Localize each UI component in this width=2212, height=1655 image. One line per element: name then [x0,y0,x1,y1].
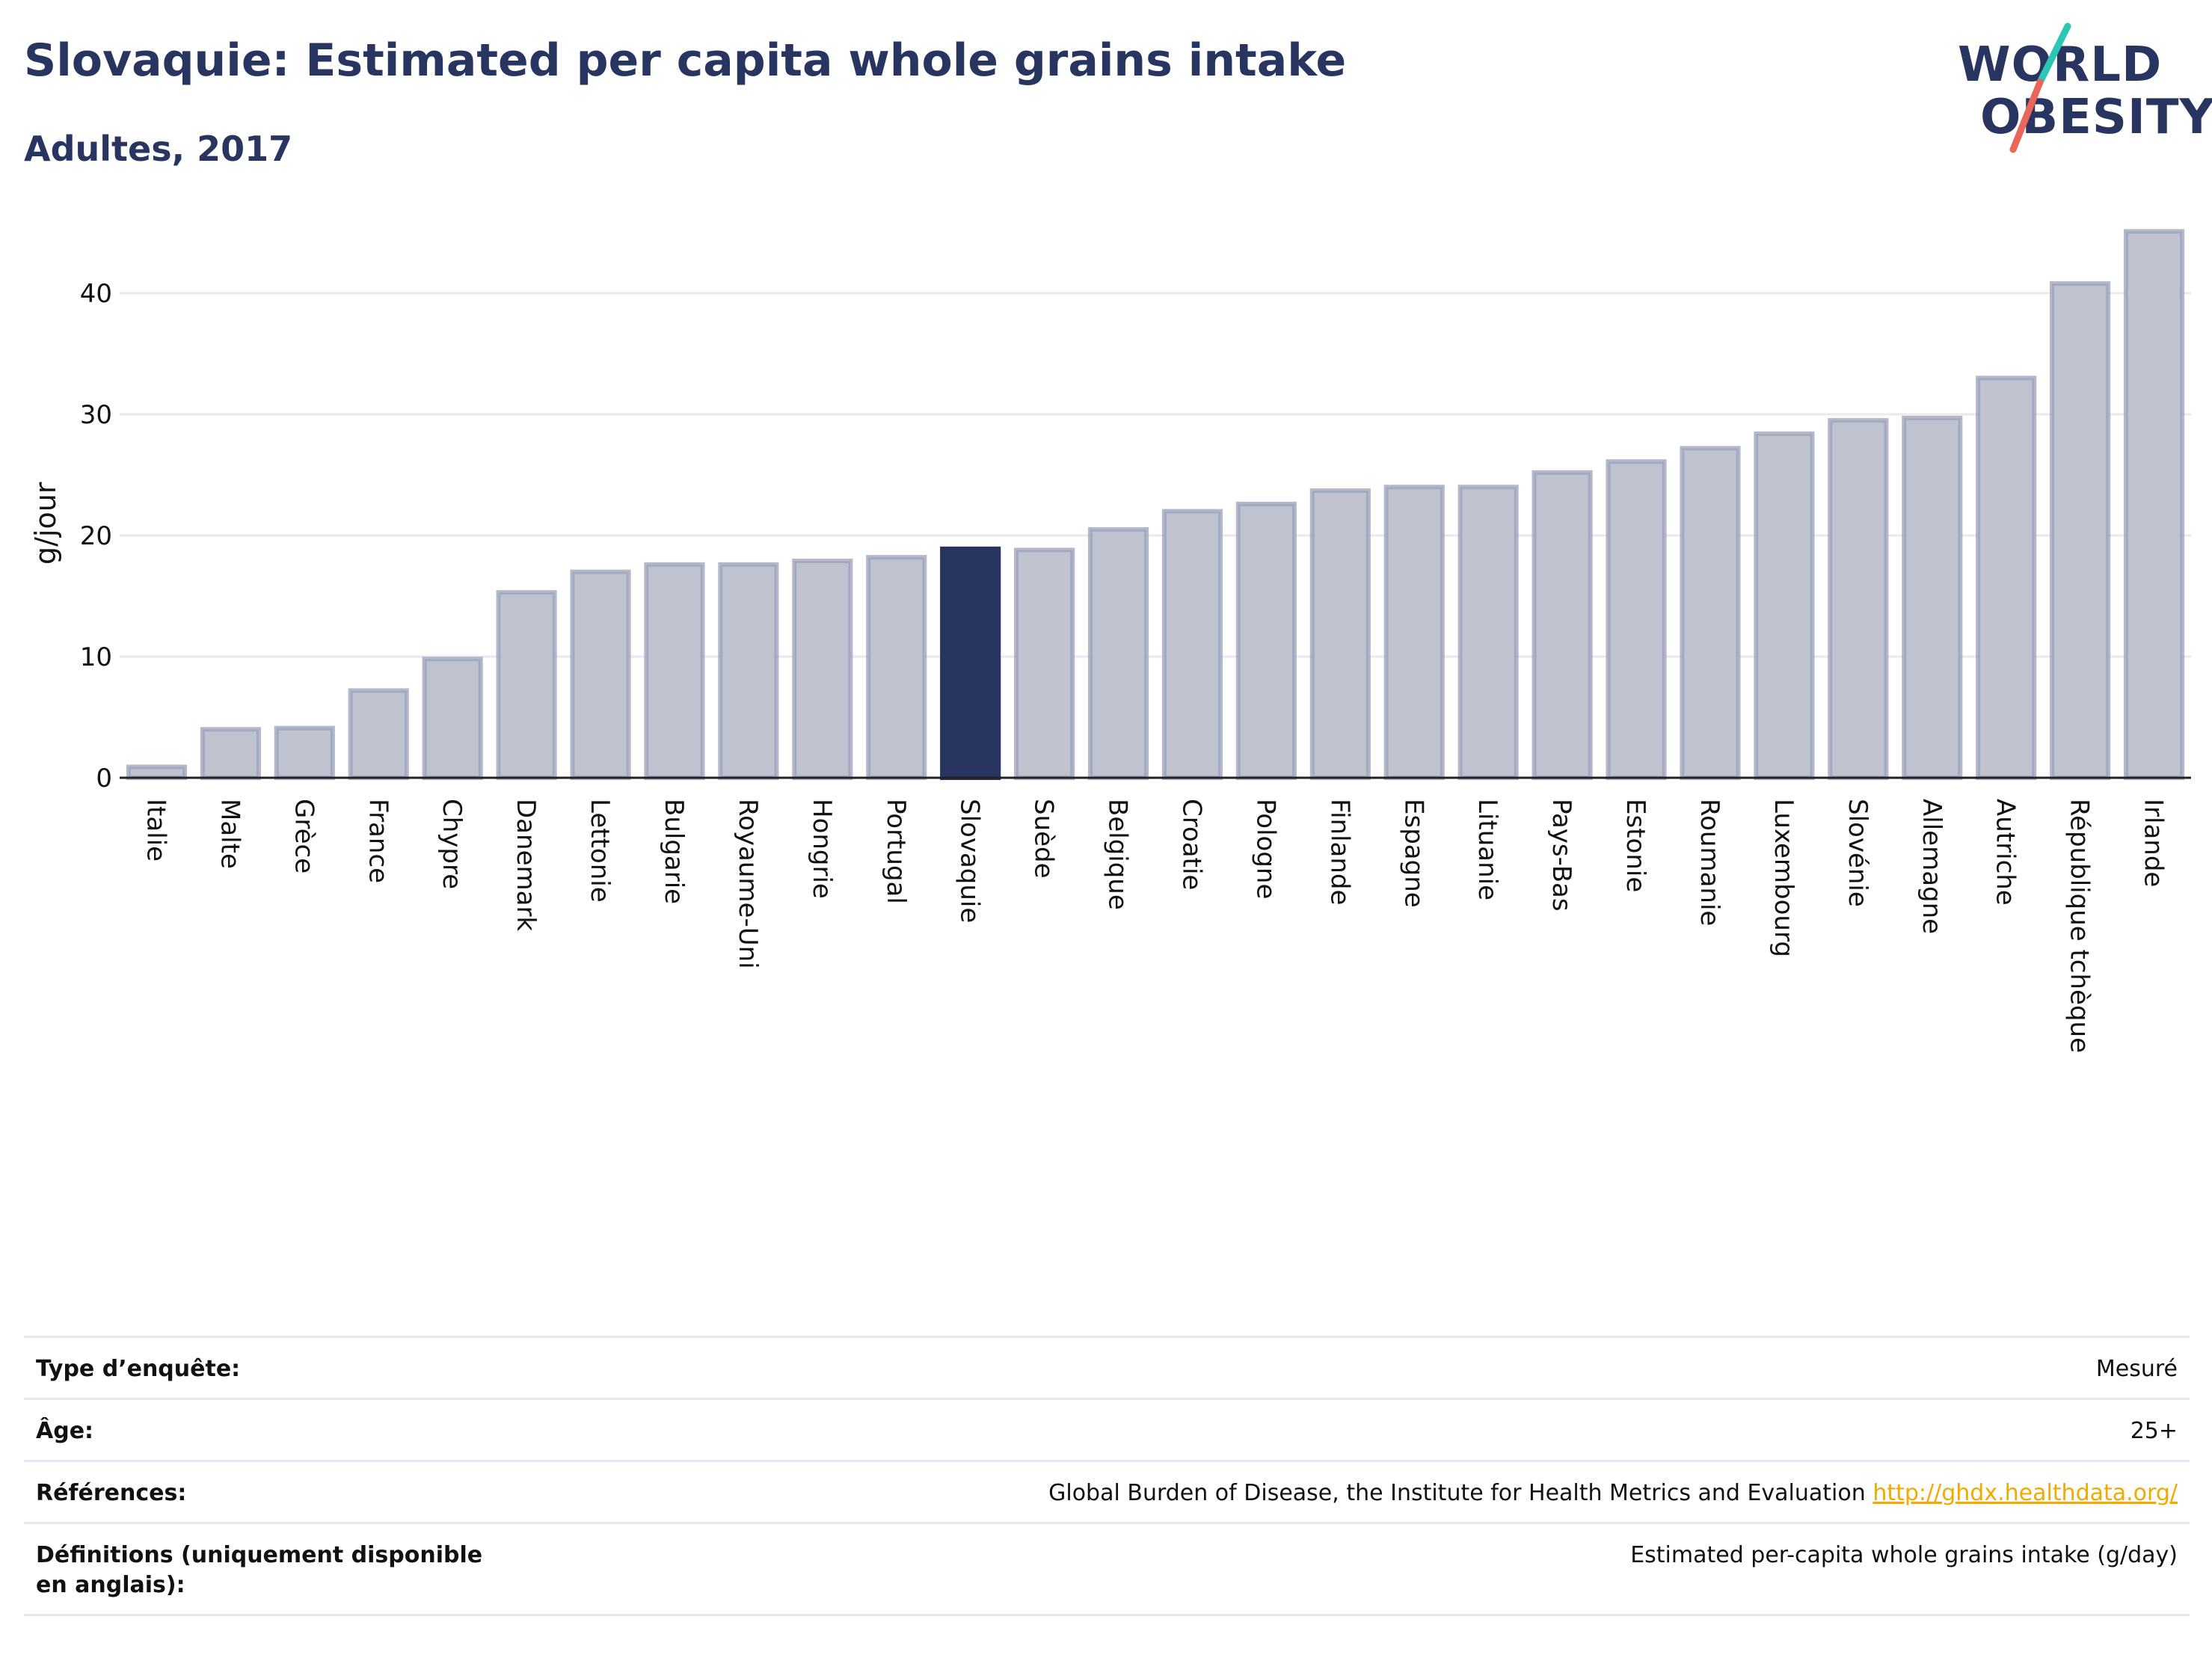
axes: 0 10 20 30 40 g/jour Italie Malte Grèce France Chy… [29,279,2191,1053]
bar [274,725,335,781]
reference-text: Global Burden of Disease, the Institute … [1048,1480,1866,1506]
info-value: Global Burden of Disease, the Institute … [1048,1480,2178,1506]
x-tick-label: Finlande [1324,799,1354,905]
y-axis-label: g/jour [29,482,62,565]
reference-link[interactable]: http://ghdx.healthdata.org/ [1872,1480,2178,1506]
x-tick-label: Lituanie [1472,799,1502,900]
x-tick-label: République tchèque [2065,799,2095,1053]
x-tick-label: Chypre [437,799,467,889]
y-tick-label: 10 [80,642,112,672]
bar [496,590,557,781]
x-tick-label: Pays-Bas [1546,799,1576,912]
bar [2050,281,2111,781]
x-tick-label: Grèce [289,799,319,873]
bar [1457,485,1519,780]
x-tick-label: Luxembourg [1769,799,1798,957]
bar [1309,488,1371,780]
x-tick-label: Italie [141,799,170,862]
world-obesity-logo: WORLD OBESITY [1952,22,2212,157]
info-row-age: Âge: 25+ [24,1398,2190,1460]
bar [1087,526,1149,781]
bar [718,562,779,780]
info-row-references: Références: Global Burden of Disease, th… [24,1460,2190,1522]
bars [126,229,2185,781]
x-tick-label: Royaume-Uni [733,799,763,969]
x-tick-label: Belgique [1103,799,1133,910]
info-label: Références: [36,1480,187,1506]
info-table: Type d’enquête: Mesuré Âge: 25+ Référenc… [24,1336,2190,1616]
info-row-definitions: Définitions (uniquement disponible en an… [24,1522,2190,1616]
info-label: Définitions (uniquement disponible en an… [36,1542,483,1598]
y-tick-label: 20 [80,521,112,551]
bar [1754,431,1815,780]
info-value: 25+ [2130,1418,2178,1444]
x-tick-label: Malte [215,799,245,869]
chart-title: Slovaquie: Estimated per capita whole gr… [24,34,1347,87]
bar [200,727,261,781]
x-tick-label: Lettonie [585,799,615,903]
bar [1531,470,1593,780]
bar [422,657,483,780]
bar [570,569,631,780]
y-tick-label: 40 [80,279,112,309]
bar-highlighted [940,546,1001,780]
bar [1976,375,2037,780]
x-tick-label: Irlande [2139,799,2169,887]
bar [1161,509,1223,780]
bar [1828,418,1889,780]
bar [126,764,188,781]
x-tick-label: Allemagne [1917,799,1947,934]
x-tick-label: Slovénie [1843,799,1872,907]
bar [644,562,705,780]
info-value: Mesuré [2095,1356,2178,1382]
info-value: Estimated per-capita whole grains intake… [1630,1542,2178,1568]
info-row-survey-type: Type d’enquête: Mesuré [24,1336,2190,1398]
bar [792,559,853,781]
x-tick-label: Roumanie [1695,799,1724,926]
bar [1235,501,1297,780]
bar [1383,485,1445,780]
x-tick-label: France [363,799,393,883]
info-label: Âge: [36,1418,94,1444]
y-tick-label: 30 [80,400,112,430]
info-label: Type d’enquête: [36,1356,241,1382]
x-tick-label: Hongrie [807,799,837,899]
x-tick-label: Suède [1029,799,1059,879]
x-tick-label: Pologne [1250,799,1280,899]
x-tick-label: Espagne [1398,799,1428,908]
bar [1902,415,1963,780]
bar [2123,229,2185,780]
x-tick-label: Bulgarie [659,799,689,904]
bar [1606,459,1667,780]
bar [1680,446,1741,780]
bar-chart: 0 10 20 30 40 g/jour Italie Malte Grèce France Chy… [29,229,2191,1053]
bar [348,688,409,780]
chart-subtitle: Adultes, 2017 [24,129,293,169]
x-tick-label: Estonie [1620,799,1650,892]
x-tick-label: Autriche [1991,799,2021,906]
x-tick-label: Portugal [881,799,911,904]
bar [1014,547,1075,780]
logo-slash-icon [2009,22,2071,153]
y-tick-label: 0 [96,764,112,793]
bar [866,555,927,780]
x-tick-label: Croatie [1176,799,1206,890]
x-tick-label: Slovaquie [955,799,985,923]
x-tick-label: Danemark [511,799,541,931]
